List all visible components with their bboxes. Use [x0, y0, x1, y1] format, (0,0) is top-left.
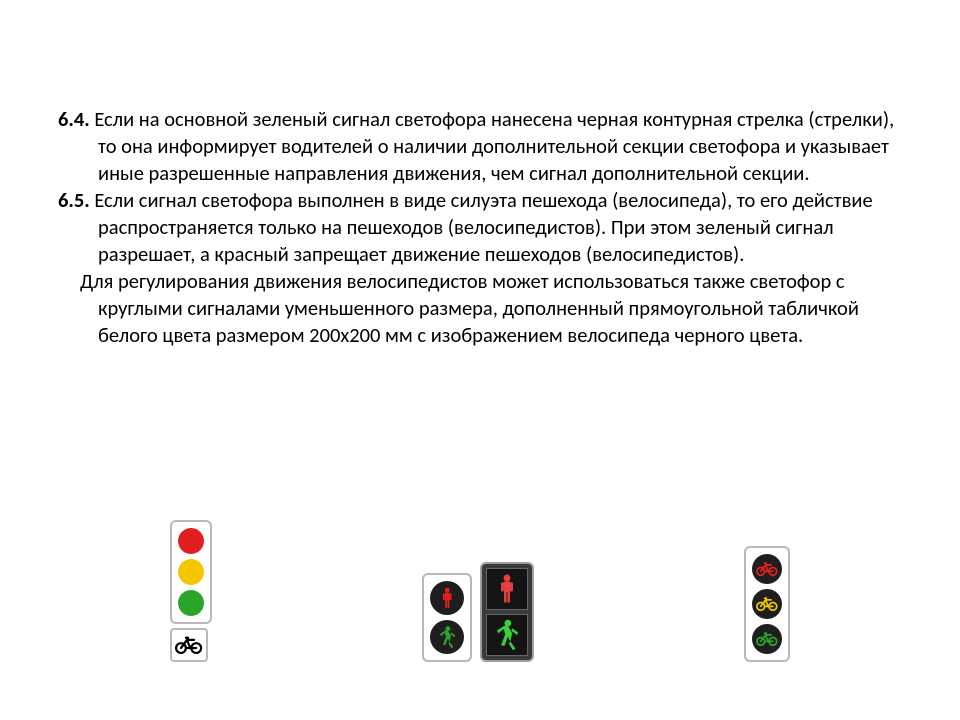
page: 6.4. Если на основной зеленый сигнал све…	[0, 0, 960, 720]
bicycle-traffic-light-body	[744, 546, 790, 662]
rule-6-4-body: Если на основной зеленый сигнал светофор…	[94, 106, 894, 186]
signal-lens	[178, 590, 204, 616]
signal-lens	[752, 554, 782, 584]
signal-lens	[752, 624, 782, 654]
rule-6-4-number: 6.4.	[58, 106, 94, 132]
signals-row	[170, 520, 790, 662]
traffic-light-standard-with-plate	[170, 520, 212, 662]
signal-lens	[752, 589, 782, 619]
rules-text: 6.4. Если на основной зеленый сигнал све…	[58, 106, 900, 349]
signal-lens	[178, 528, 204, 554]
bicycle-icon	[756, 561, 778, 576]
pedestrian-signals-group	[422, 562, 534, 662]
bicycle-icon	[756, 596, 778, 611]
bicycle-traffic-light	[744, 546, 790, 662]
traffic-light-standard	[170, 520, 212, 662]
pedestrian-signal-square	[480, 562, 534, 662]
signal-lens	[178, 559, 204, 585]
pedestrian-stand-icon	[490, 572, 524, 606]
rule-6-4: 6.4. Если на основной зеленый сигнал све…	[58, 106, 900, 187]
bicycle-icon	[756, 631, 778, 646]
bicycle-icon	[175, 635, 202, 654]
pedestrian-walk-icon	[490, 618, 524, 652]
traffic-light-standard-body	[170, 520, 212, 624]
rule-6-5-number: 6.5.	[58, 187, 94, 213]
pedestrian-stand-icon	[435, 586, 459, 610]
bicycle-plate	[170, 628, 208, 662]
pedestrian-signal-round	[422, 573, 472, 662]
rule-6-5-extra: Для регулирования движения велосипедисто…	[58, 268, 900, 349]
signal-cell	[486, 614, 528, 656]
signal-lens	[430, 620, 464, 654]
rule-6-5-body: Если сигнал светофора выполнен в виде си…	[94, 187, 872, 267]
rule-6-5: 6.5. Если сигнал светофора выполнен в ви…	[58, 187, 900, 268]
signal-cell	[486, 568, 528, 610]
signal-lens	[430, 581, 464, 615]
pedestrian-walk-icon	[435, 625, 459, 649]
